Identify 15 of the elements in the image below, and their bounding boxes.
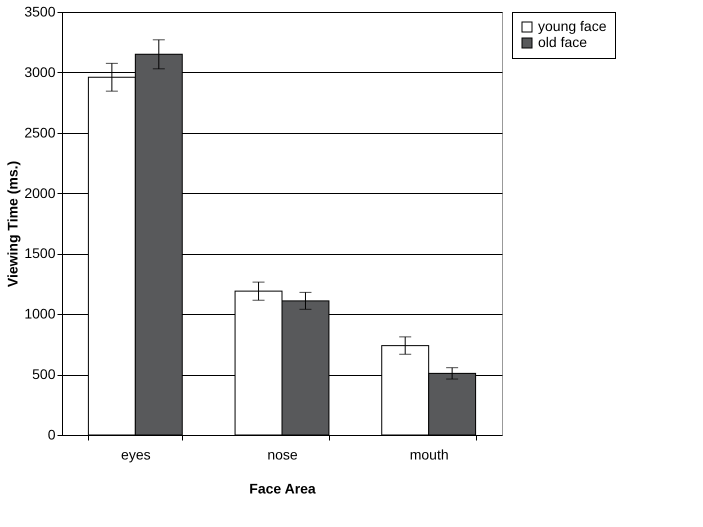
x-axis-title: Face Area [249, 480, 316, 496]
y-tick-label: 3000 [24, 64, 56, 80]
y-tick-label: 500 [32, 366, 56, 382]
x-tick-label: nose [267, 446, 298, 462]
y-tick-label: 2500 [24, 124, 56, 140]
legend-label: old face [538, 34, 588, 50]
y-tick-label: 0 [48, 426, 56, 442]
y-tick-label: 1000 [24, 306, 56, 322]
y-tick-label: 3500 [24, 4, 56, 20]
y-tick-label: 1500 [24, 245, 56, 262]
y-tick-label: 2000 [24, 184, 56, 201]
x-tick-label: eyes [121, 446, 151, 462]
x-tick-label: mouth [410, 446, 449, 462]
y-axis-title: Viewing Time (ms.) [4, 160, 20, 288]
legend-label: young face [538, 18, 607, 34]
